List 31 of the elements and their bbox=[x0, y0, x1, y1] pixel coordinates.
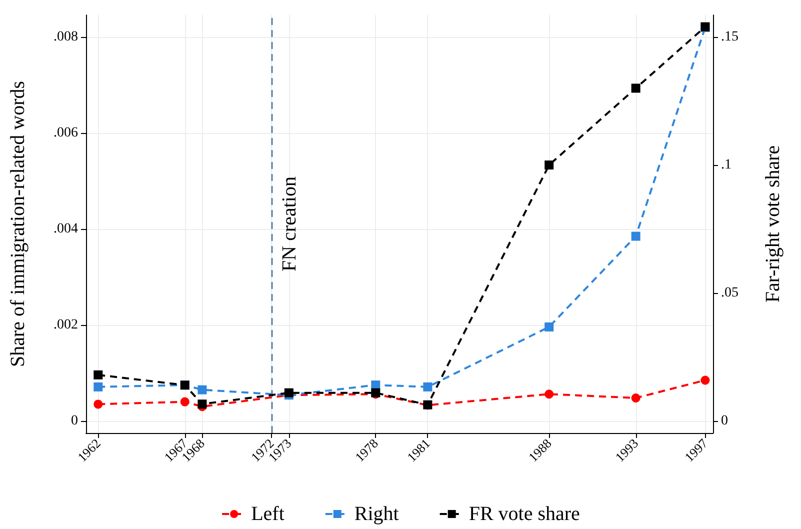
y2-tick-label: .05 bbox=[721, 285, 738, 300]
point bbox=[544, 160, 554, 170]
x-tick-label: 1981 bbox=[404, 436, 433, 465]
point bbox=[631, 232, 640, 241]
y2-axis-title: Far-right vote share bbox=[762, 145, 784, 303]
y-tick-label: 0 bbox=[71, 414, 78, 428]
point bbox=[284, 388, 294, 398]
y-tick-label: .004 bbox=[54, 222, 78, 237]
point bbox=[544, 390, 554, 399]
legend-label: Right bbox=[354, 503, 400, 525]
point bbox=[631, 393, 640, 402]
point bbox=[700, 376, 710, 385]
point bbox=[180, 397, 190, 406]
point bbox=[94, 400, 103, 409]
point bbox=[631, 84, 640, 93]
point bbox=[198, 400, 207, 409]
y2-tick-label: 0 bbox=[721, 413, 728, 428]
point bbox=[94, 382, 103, 392]
ref-line-label: FN creation bbox=[278, 176, 301, 272]
legend-label: FR vote share bbox=[468, 503, 580, 525]
y2-tick-label: .1 bbox=[721, 158, 732, 172]
y-tick-label: .006 bbox=[54, 126, 78, 141]
point bbox=[94, 370, 103, 380]
legend-label: Left bbox=[251, 503, 285, 525]
point bbox=[544, 322, 554, 332]
y2-tick-label: .15 bbox=[721, 30, 738, 45]
y-tick-label: .002 bbox=[54, 318, 78, 333]
point bbox=[423, 382, 432, 392]
y-axis-title: Share of immigration-related words bbox=[7, 80, 29, 368]
y-tick-label: .008 bbox=[54, 30, 78, 45]
point bbox=[198, 385, 207, 394]
